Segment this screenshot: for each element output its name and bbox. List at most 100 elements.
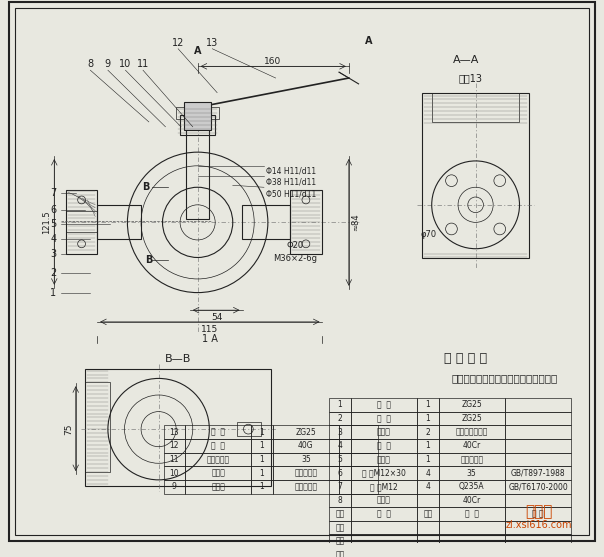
Text: ZG25: ZG25 <box>461 400 482 409</box>
Bar <box>417 439 439 452</box>
Bar <box>417 398 439 412</box>
Text: 10: 10 <box>169 468 179 477</box>
Bar <box>351 452 417 466</box>
Text: 聚四氟乙烯: 聚四氟乙烯 <box>294 468 318 477</box>
Text: GB/T6170-2000: GB/T6170-2000 <box>508 482 568 491</box>
Bar <box>251 480 273 494</box>
Bar <box>237 422 261 436</box>
Text: 13: 13 <box>206 38 219 48</box>
Bar <box>505 412 571 425</box>
Text: B: B <box>145 256 153 266</box>
Text: 2: 2 <box>50 268 56 278</box>
Bar <box>329 439 351 452</box>
Text: A: A <box>365 36 372 46</box>
Bar <box>164 439 185 452</box>
Bar <box>339 425 378 439</box>
Text: 160: 160 <box>264 57 281 66</box>
Bar <box>329 480 351 494</box>
Bar <box>273 439 339 452</box>
Bar <box>351 507 417 521</box>
Text: 材  料: 材 料 <box>464 510 479 519</box>
Bar <box>164 452 185 466</box>
Text: 1: 1 <box>338 400 342 409</box>
Bar <box>164 466 185 480</box>
Bar <box>439 507 505 521</box>
Bar <box>505 494 571 507</box>
Bar <box>184 102 211 130</box>
Text: 1: 1 <box>425 455 430 464</box>
Text: 4: 4 <box>425 482 430 491</box>
Bar <box>329 521 351 535</box>
Text: 中填料: 中填料 <box>211 482 225 491</box>
Text: 13: 13 <box>169 428 179 437</box>
Bar <box>417 452 439 466</box>
Text: 40Cr: 40Cr <box>463 496 481 505</box>
Text: 密封圈: 密封圈 <box>377 428 391 437</box>
Bar <box>439 439 505 452</box>
Bar <box>329 398 351 412</box>
Bar <box>185 439 251 452</box>
Text: 审核: 审核 <box>335 550 345 557</box>
Bar <box>339 452 378 466</box>
Text: zl.xsi616.com: zl.xsi616.com <box>506 520 572 530</box>
Bar <box>339 480 378 494</box>
Bar <box>351 521 417 535</box>
Text: 1: 1 <box>425 414 430 423</box>
Text: 8: 8 <box>88 60 94 70</box>
Text: Φ38 H11/d11: Φ38 H11/d11 <box>266 178 316 187</box>
Bar <box>417 494 439 507</box>
Bar <box>505 507 571 521</box>
Text: 5: 5 <box>50 219 56 229</box>
Text: 聚四氟乙烯: 聚四氟乙烯 <box>460 455 483 464</box>
Bar <box>417 521 439 535</box>
Text: 充填聚四氟乙烯: 充填聚四氟乙烯 <box>455 428 488 437</box>
Text: 1: 1 <box>425 400 430 409</box>
Text: 5: 5 <box>338 455 342 464</box>
Text: 54: 54 <box>211 314 223 323</box>
Text: 板  手: 板 手 <box>211 428 225 437</box>
Text: 4: 4 <box>338 441 342 450</box>
Bar <box>186 127 210 219</box>
Bar <box>329 466 351 480</box>
Bar <box>439 452 505 466</box>
Text: B: B <box>143 182 150 192</box>
Text: 制造与验收技术条件应符合国家标准。: 制造与验收技术条件应符合国家标准。 <box>451 373 557 383</box>
Bar <box>185 452 251 466</box>
Text: 75: 75 <box>65 423 74 435</box>
Bar <box>505 548 571 557</box>
Bar <box>505 480 571 494</box>
Bar <box>185 425 251 439</box>
Text: Φ50 H11/d11: Φ50 H11/d11 <box>266 189 316 199</box>
Text: 螺 母M12: 螺 母M12 <box>370 482 398 491</box>
Bar <box>351 439 417 452</box>
Bar <box>339 439 378 452</box>
Text: 折去13: 折去13 <box>458 73 483 83</box>
Text: 1: 1 <box>260 482 265 491</box>
Text: GB/T897-1988: GB/T897-1988 <box>511 468 565 477</box>
Bar <box>329 412 351 425</box>
Bar <box>417 507 439 521</box>
Bar <box>505 425 571 439</box>
Bar <box>439 412 505 425</box>
Text: 40Cr: 40Cr <box>463 441 481 450</box>
Text: 11: 11 <box>137 60 149 70</box>
Bar <box>242 205 291 239</box>
Bar <box>505 452 571 466</box>
Text: 8: 8 <box>338 496 342 505</box>
Text: 7: 7 <box>338 482 342 491</box>
Text: 12: 12 <box>172 38 184 48</box>
Bar <box>439 535 505 548</box>
Bar <box>417 425 439 439</box>
Text: 7: 7 <box>50 188 56 198</box>
Text: 9: 9 <box>172 482 176 491</box>
Bar <box>329 507 351 521</box>
Bar <box>185 466 251 480</box>
Bar <box>97 205 141 239</box>
Text: 40G: 40G <box>298 441 313 450</box>
Text: 备 注: 备 注 <box>532 510 544 519</box>
Bar <box>505 466 571 480</box>
Bar <box>505 398 571 412</box>
Text: 1: 1 <box>260 455 265 464</box>
Bar <box>439 466 505 480</box>
Text: Φ20: Φ20 <box>287 241 304 250</box>
